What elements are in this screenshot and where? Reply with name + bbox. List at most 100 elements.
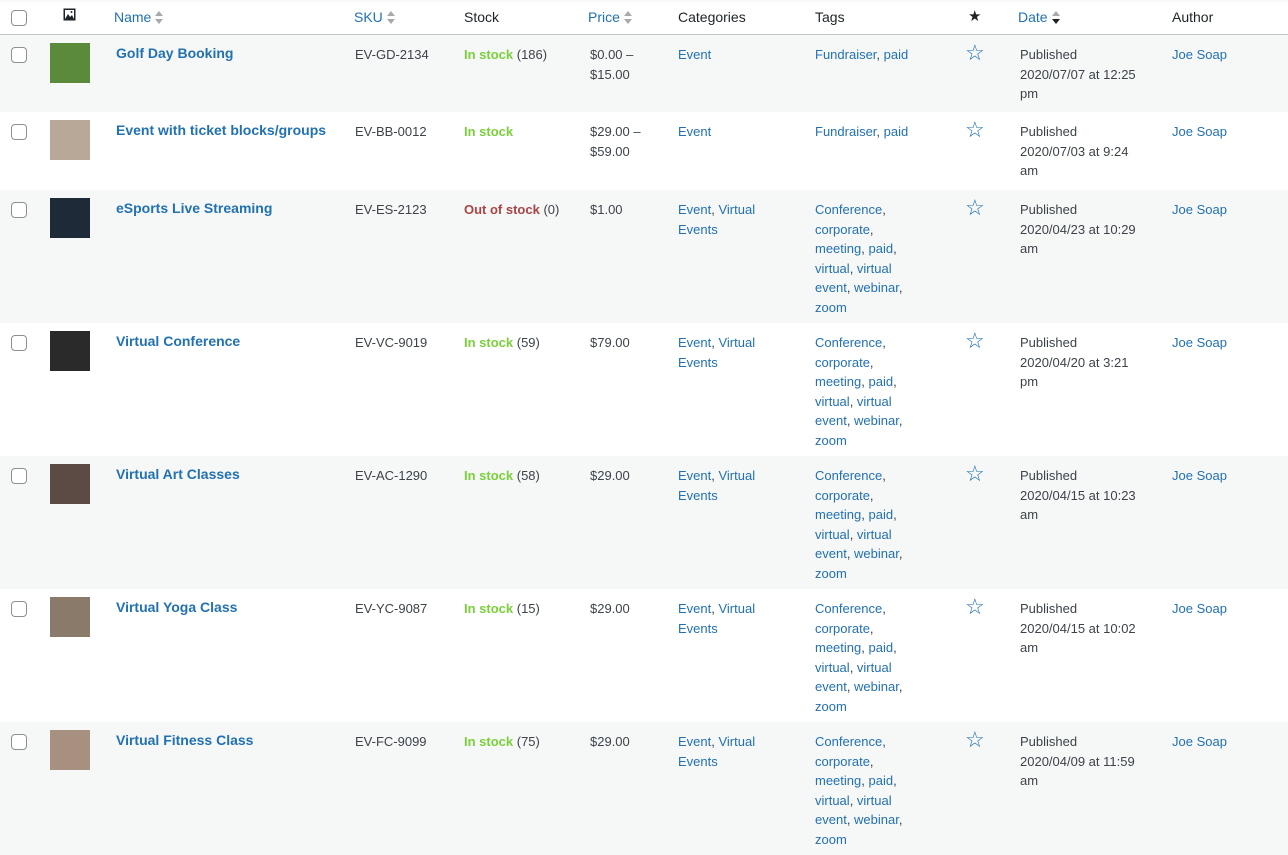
- tag-link[interactable]: Conference: [815, 468, 883, 483]
- tag-link[interactable]: webinar: [854, 812, 899, 827]
- tag-link[interactable]: webinar: [854, 413, 899, 428]
- tag-link[interactable]: meeting: [815, 640, 862, 655]
- row-checkbox[interactable]: [11, 468, 27, 484]
- tag-link[interactable]: zoom: [815, 831, 847, 847]
- tag-link[interactable]: zoom: [815, 299, 847, 315]
- product-thumbnail[interactable]: [50, 464, 90, 504]
- tag-link[interactable]: meeting: [815, 241, 862, 256]
- tag-link[interactable]: paid: [883, 47, 909, 62]
- tag-link[interactable]: Conference: [815, 202, 883, 217]
- author-link[interactable]: Joe Soap: [1172, 335, 1227, 350]
- select-all-checkbox[interactable]: [11, 10, 27, 26]
- tag-link[interactable]: webinar: [854, 679, 899, 694]
- category-link[interactable]: Virtual Events: [678, 734, 756, 769]
- tag-link[interactable]: zoom: [815, 565, 847, 581]
- product-thumbnail[interactable]: [50, 597, 90, 637]
- featured-toggle-star-icon[interactable]: ☆: [965, 195, 985, 220]
- author-link[interactable]: Joe Soap: [1172, 734, 1227, 749]
- tag-link[interactable]: paid: [883, 124, 909, 139]
- featured-star-icon[interactable]: ★: [968, 8, 982, 25]
- tag-link[interactable]: paid: [868, 773, 894, 788]
- tag-link[interactable]: webinar: [854, 546, 899, 561]
- product-thumbnail[interactable]: [50, 331, 90, 371]
- product-name-link[interactable]: Virtual Yoga Class: [116, 599, 238, 615]
- product-name-link[interactable]: Golf Day Booking: [116, 45, 234, 61]
- tag-link[interactable]: Conference: [815, 601, 883, 616]
- tag-link[interactable]: Fundraiser: [815, 47, 877, 62]
- product-thumbnail[interactable]: [50, 198, 90, 238]
- tag-link[interactable]: virtual event: [815, 659, 892, 695]
- tag-link[interactable]: meeting: [815, 773, 862, 788]
- tag-link[interactable]: corporate: [815, 620, 870, 636]
- column-sku[interactable]: SKU: [354, 9, 395, 25]
- tag-link[interactable]: paid: [868, 374, 894, 389]
- tag-link[interactable]: webinar: [854, 280, 899, 295]
- tag-link[interactable]: corporate: [815, 487, 870, 503]
- category-link[interactable]: Virtual Events: [678, 468, 756, 503]
- tags: Fundraiser, paid: [815, 47, 909, 62]
- column-name[interactable]: Name: [114, 9, 164, 25]
- tag-link[interactable]: virtual: [815, 792, 850, 808]
- tag-link[interactable]: paid: [868, 241, 894, 256]
- category-link[interactable]: Event: [678, 468, 712, 483]
- category-link[interactable]: Event: [678, 124, 712, 139]
- product-name-link[interactable]: Virtual Fitness Class: [116, 732, 254, 748]
- featured-toggle-star-icon[interactable]: ☆: [965, 461, 985, 486]
- tag-link[interactable]: zoom: [815, 698, 847, 714]
- tag-link[interactable]: virtual: [815, 260, 850, 276]
- tag-link[interactable]: virtual: [815, 393, 850, 409]
- tag-link[interactable]: corporate: [815, 221, 870, 237]
- tag-link[interactable]: virtual event: [815, 260, 892, 296]
- tag-link[interactable]: virtual: [815, 659, 850, 675]
- author-link[interactable]: Joe Soap: [1172, 601, 1227, 616]
- featured-toggle-star-icon[interactable]: ☆: [965, 40, 985, 65]
- row-checkbox[interactable]: [11, 734, 27, 750]
- author-link[interactable]: Joe Soap: [1172, 468, 1227, 483]
- product-name-link[interactable]: eSports Live Streaming: [116, 200, 273, 216]
- category-link[interactable]: Virtual Events: [678, 202, 756, 237]
- product-name-link[interactable]: Event with ticket blocks/groups: [116, 122, 327, 138]
- tag-link[interactable]: virtual event: [815, 393, 892, 429]
- category-link[interactable]: Event: [678, 47, 712, 62]
- category-link[interactable]: Virtual Events: [678, 335, 756, 370]
- category-link[interactable]: Event: [678, 601, 712, 616]
- category-link[interactable]: Event: [678, 335, 712, 350]
- tag-link[interactable]: virtual: [815, 526, 850, 542]
- author-link[interactable]: Joe Soap: [1172, 124, 1227, 139]
- tag-link[interactable]: paid: [868, 640, 894, 655]
- row-checkbox[interactable]: [11, 47, 27, 63]
- featured-toggle-star-icon[interactable]: ☆: [965, 727, 985, 752]
- product-thumbnail[interactable]: [50, 120, 90, 160]
- column-price[interactable]: Price: [588, 9, 632, 25]
- category-link[interactable]: Event: [678, 734, 712, 749]
- category-link[interactable]: Event: [678, 202, 712, 217]
- product-thumbnail[interactable]: [50, 730, 90, 770]
- product-name-link[interactable]: Virtual Art Classes: [116, 466, 240, 482]
- featured-toggle-star-icon[interactable]: ☆: [965, 594, 985, 619]
- row-checkbox[interactable]: [11, 124, 27, 140]
- tag-link[interactable]: zoom: [815, 432, 847, 448]
- date-line: 2020/04/15 at 10:23: [1020, 487, 1136, 503]
- tag-link[interactable]: paid: [868, 507, 894, 522]
- stock: Out of stock (0): [464, 200, 559, 220]
- tag-link[interactable]: meeting: [815, 374, 862, 389]
- tag-link[interactable]: virtual event: [815, 792, 892, 828]
- tag-link[interactable]: Conference: [815, 734, 883, 749]
- column-date[interactable]: Date: [1018, 9, 1060, 25]
- author-link[interactable]: Joe Soap: [1172, 202, 1227, 217]
- tag-link[interactable]: Fundraiser: [815, 124, 877, 139]
- category-link[interactable]: Virtual Events: [678, 601, 756, 636]
- tag-link[interactable]: virtual event: [815, 526, 892, 562]
- row-checkbox[interactable]: [11, 202, 27, 218]
- featured-toggle-star-icon[interactable]: ☆: [965, 117, 985, 142]
- tag-link[interactable]: corporate: [815, 753, 870, 769]
- row-checkbox[interactable]: [11, 335, 27, 351]
- product-thumbnail[interactable]: [50, 43, 90, 83]
- product-name-link[interactable]: Virtual Conference: [116, 333, 241, 349]
- featured-toggle-star-icon[interactable]: ☆: [965, 328, 985, 353]
- tag-link[interactable]: meeting: [815, 507, 862, 522]
- tag-link[interactable]: Conference: [815, 335, 883, 350]
- author-link[interactable]: Joe Soap: [1172, 47, 1227, 62]
- row-checkbox[interactable]: [11, 601, 27, 617]
- tag-link[interactable]: corporate: [815, 354, 870, 370]
